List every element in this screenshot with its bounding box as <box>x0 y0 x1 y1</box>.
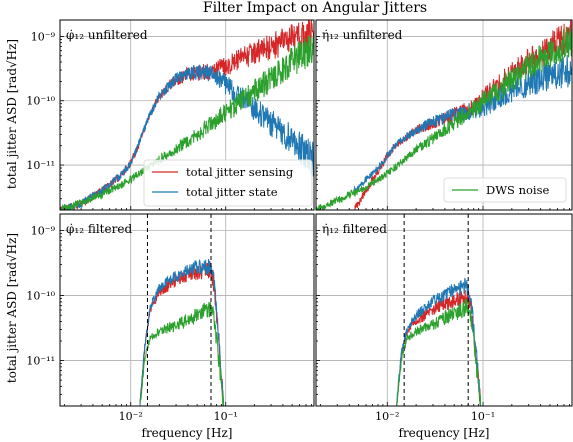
series-line-noise <box>316 26 572 210</box>
panel-label: η̇₁₂ unfiltered <box>322 28 403 42</box>
axes-frame <box>315 213 573 407</box>
x-tick-label: 10⁻¹ <box>214 410 238 423</box>
series-group <box>139 258 225 406</box>
series-line-noise <box>60 35 314 210</box>
series-line-state <box>60 64 314 210</box>
panel-top-left: 10⁻¹¹ 10⁻¹⁰ 10⁻⁹ φ̇₁₂ unfiltered total jitte… <box>26 19 315 211</box>
series-group <box>60 20 314 210</box>
y-tick-label: 10⁻¹¹ <box>26 159 55 172</box>
legend-label: DWS noise <box>486 183 549 197</box>
panel-label: η̇₁₂ filtered <box>322 222 387 236</box>
x-axis-label-left: frequency [Hz] <box>142 426 233 440</box>
series-line-state <box>139 258 225 406</box>
panels: 10⁻¹¹ 10⁻¹⁰ 10⁻⁹ φ̇₁₂ unfiltered total jitte… <box>26 19 573 423</box>
y-axis-label-bottom: total jitter ASD [rad√Hz] <box>5 233 19 383</box>
y-axis-label-top: total jitter ASD [rad√Hz] <box>5 39 19 189</box>
series-line-state <box>396 277 482 406</box>
x-tick-label: 10⁻² <box>375 410 399 423</box>
figure-title: Filter Impact on Angular Jitters <box>203 0 427 16</box>
series-line-noise <box>396 298 482 406</box>
x-tick-label: 10⁻¹ <box>471 410 495 423</box>
y-tick-label: 10⁻⁹ <box>31 225 56 238</box>
panel-label: φ̇₁₂ filtered <box>66 222 132 236</box>
series-line-state <box>353 54 572 193</box>
x-tick-label: 10⁻² <box>119 410 143 423</box>
panel-top-right: η̇₁₂ unfiltered DWS noise <box>315 19 573 211</box>
legend-box <box>443 177 567 203</box>
legend-label: total jitter sensing <box>186 165 294 179</box>
panel-label: φ̇₁₂ unfiltered <box>66 28 148 42</box>
series-line-sensing <box>396 289 482 406</box>
legend-label: total jitter state <box>186 185 278 199</box>
series-line-sensing <box>60 20 314 210</box>
panel-bottom-left: 10⁻² 10⁻¹ 10⁻¹¹ 10⁻¹⁰ 10⁻⁹ φ̇₁₂ filtered <box>26 213 315 423</box>
y-tick-label: 10⁻¹⁰ <box>26 290 55 303</box>
legend-box <box>143 159 313 207</box>
y-tick-label: 10⁻⁹ <box>31 30 56 43</box>
x-axis-label-right: frequency [Hz] <box>399 426 490 440</box>
y-tick-label: 10⁻¹¹ <box>26 355 55 368</box>
series-group <box>316 20 572 210</box>
series-group <box>396 277 482 406</box>
axes-frame <box>59 213 315 407</box>
panel-bottom-right: 10⁻² 10⁻¹ η̇₁₂ filtered <box>315 213 573 423</box>
series-line-noise <box>139 302 224 406</box>
y-tick-label: 10⁻¹⁰ <box>26 95 55 108</box>
